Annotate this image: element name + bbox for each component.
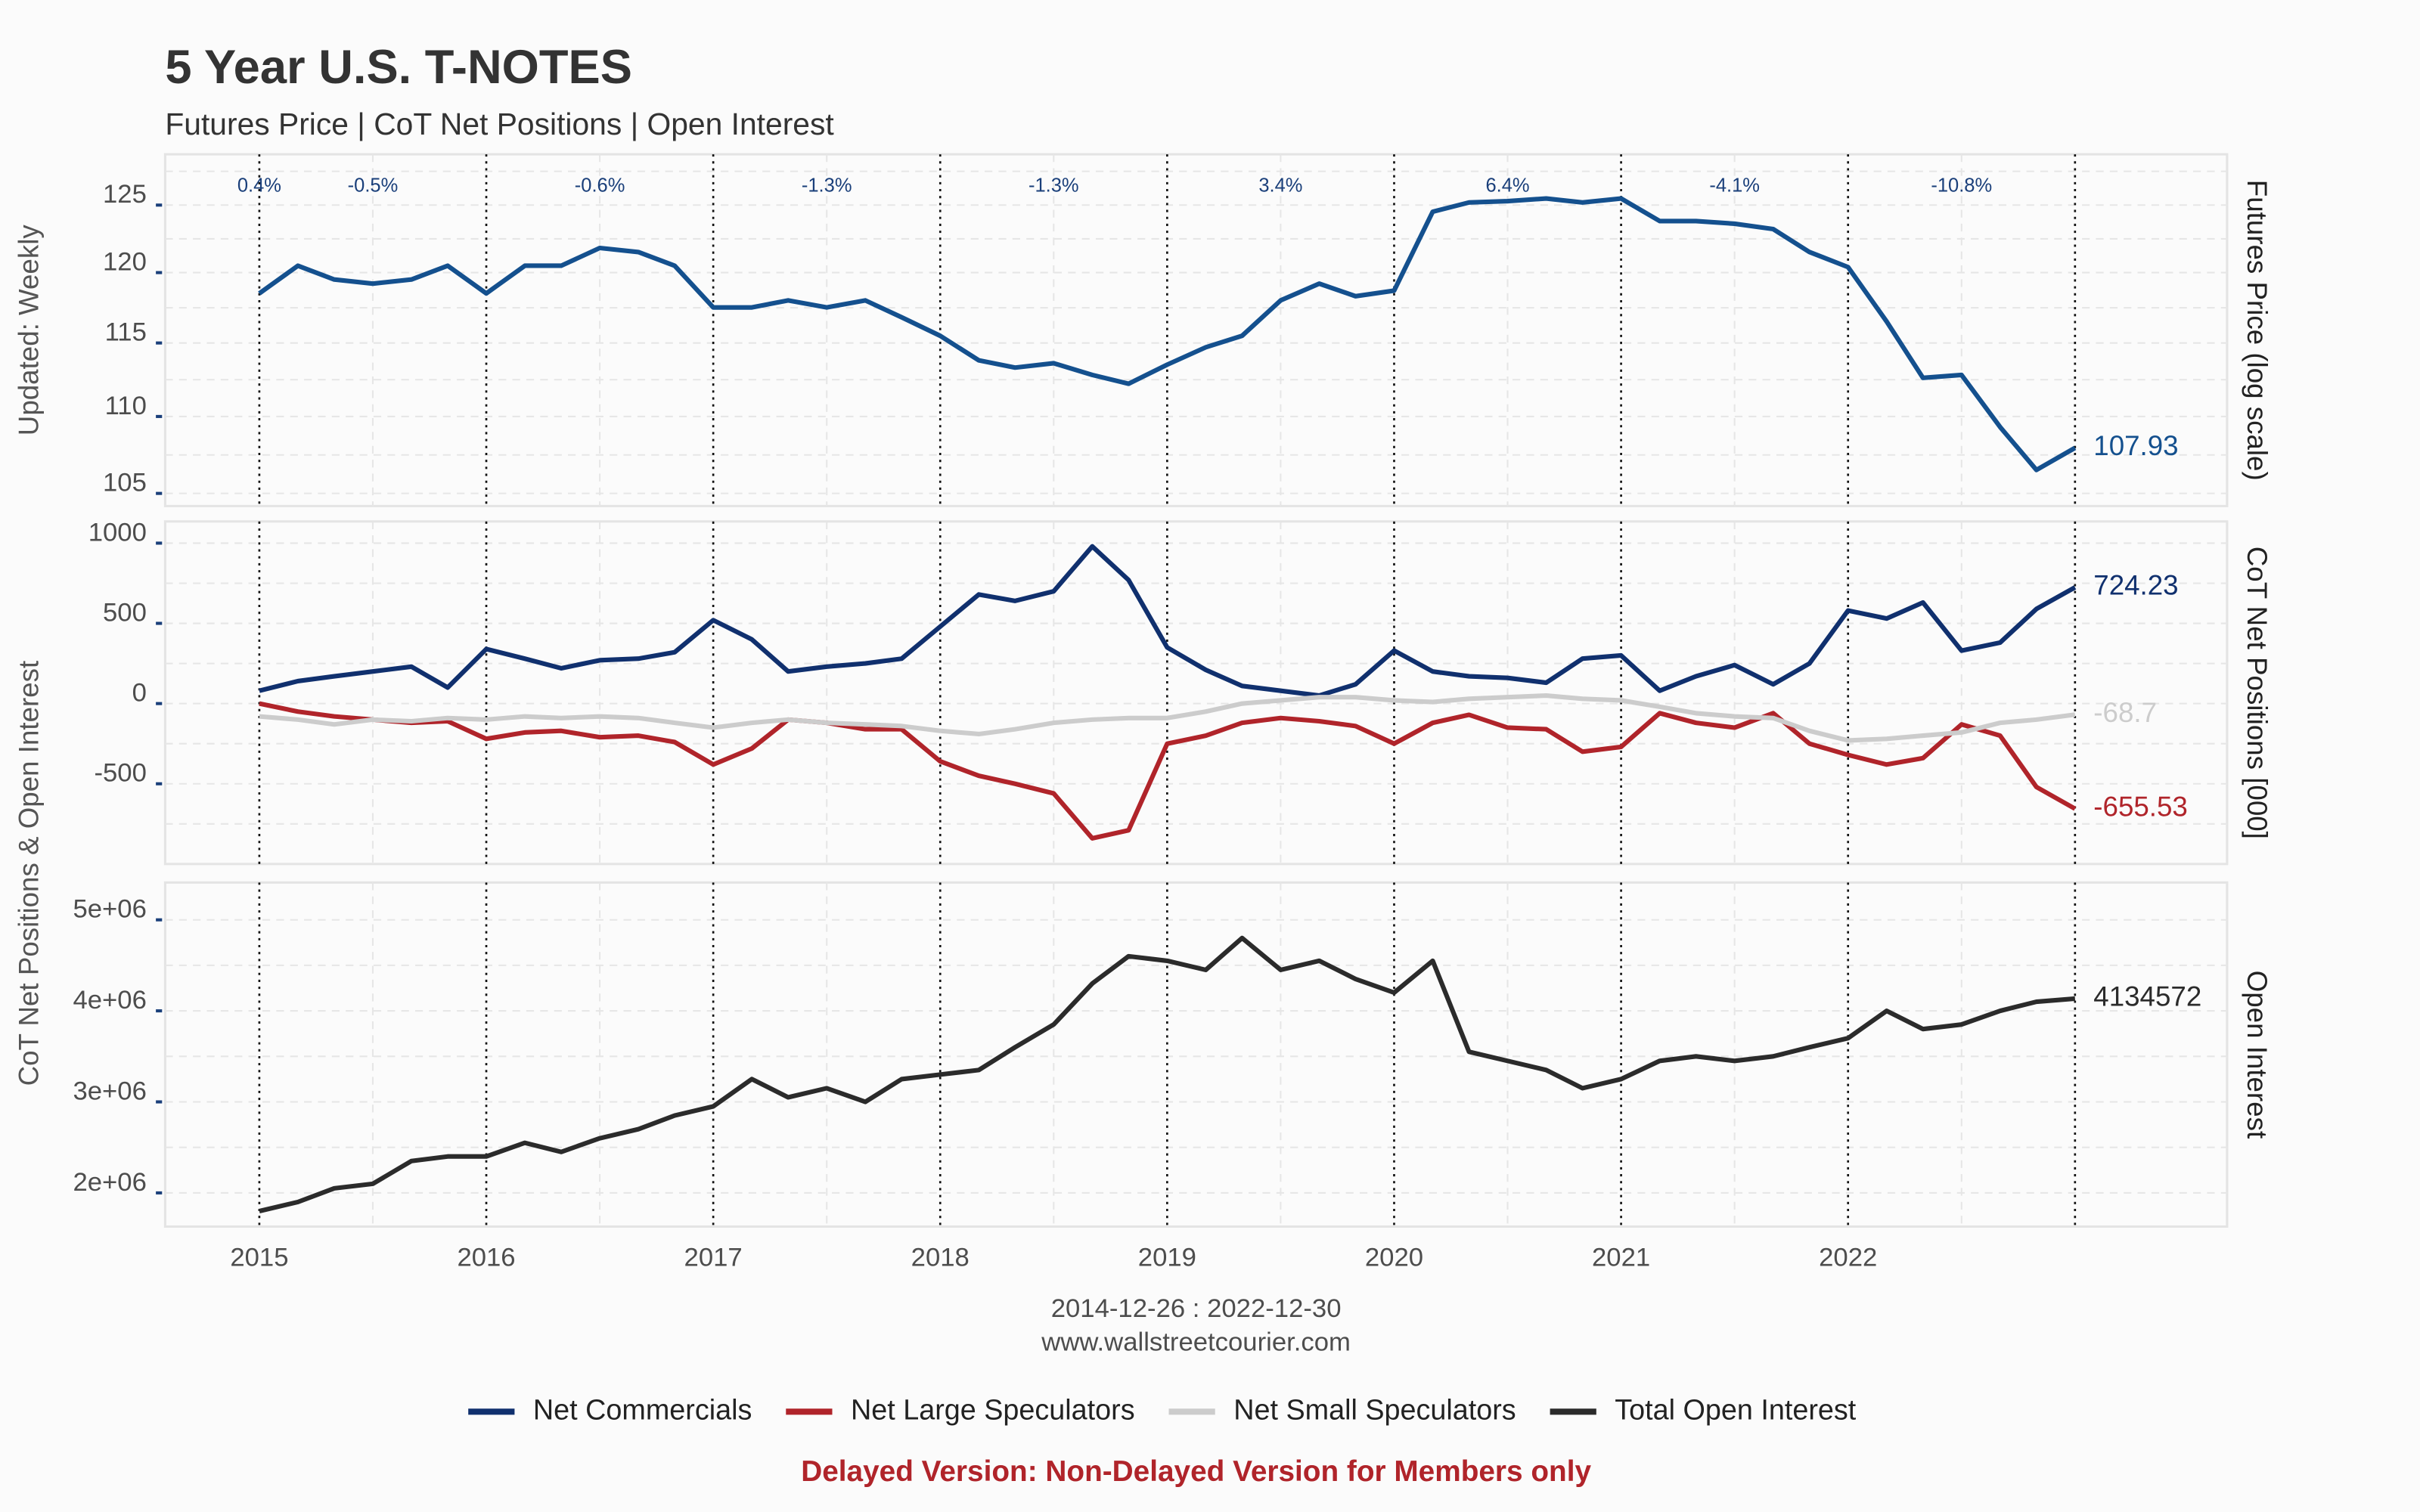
x-tick-label: 2015 — [230, 1243, 288, 1272]
annotation: -1.3% — [802, 175, 852, 197]
series-line — [259, 544, 2077, 699]
x-tick-label: 2022 — [1819, 1243, 1877, 1272]
legend-item: Net Commercials — [468, 1393, 752, 1425]
legend-label: Net Small Speculators — [1233, 1393, 1516, 1425]
series-line — [259, 701, 2077, 841]
panel — [163, 881, 2229, 1228]
y-tick-label: 110 — [105, 392, 147, 420]
source: www.wallstreetcourier.com — [1041, 1328, 1351, 1357]
x-tick-label: 2019 — [1138, 1243, 1196, 1272]
x-tick-label: 2016 — [457, 1243, 515, 1272]
x-tick-label: 2020 — [1365, 1243, 1423, 1272]
annotation: -0.6% — [575, 175, 625, 197]
y-tick-label: 125 — [103, 180, 147, 209]
end-label: -655.53 — [2093, 791, 2188, 822]
panel — [163, 153, 2229, 507]
date-range: 2014-12-26 : 2022-12-30 — [1051, 1294, 1342, 1323]
series-line — [259, 692, 2076, 743]
axis-title: Futures Price (log scale) — [2242, 180, 2273, 481]
legend-item: Net Small Speculators — [1168, 1393, 1516, 1425]
chart-title: 5 Year U.S. T-NOTES — [165, 41, 632, 94]
series-line — [258, 196, 2077, 472]
notice: Delayed Version: Non-Delayed Version for… — [801, 1455, 1591, 1488]
legend-label: Total Open Interest — [1615, 1393, 1856, 1425]
annotation: -0.5% — [348, 175, 399, 197]
annotation: 0.4% — [237, 175, 281, 197]
x-tick-label: 2018 — [911, 1243, 970, 1272]
annotation: 3.4% — [1258, 175, 1302, 197]
end-label: -68.7 — [2093, 697, 2157, 728]
x-tick-label: 2021 — [1592, 1243, 1650, 1272]
y-tick-label: 120 — [103, 247, 147, 276]
y-tick-label: 0 — [132, 679, 147, 708]
y-tick-label: 1000 — [88, 518, 147, 547]
end-label: 4134572 — [2093, 981, 2201, 1012]
legend-label: Net Large Speculators — [851, 1393, 1135, 1425]
y-tick-label: -500 — [94, 759, 146, 788]
y-tick-label: 2e+06 — [73, 1168, 146, 1197]
y-tick-label: 5e+06 — [73, 895, 146, 924]
legend-item: Total Open Interest — [1550, 1393, 1857, 1425]
series-line — [259, 935, 2076, 1213]
end-label: 107.93 — [2093, 430, 2178, 461]
annotation: -1.3% — [1028, 175, 1079, 197]
annotation: -4.1% — [1709, 175, 1760, 197]
x-tick-label: 2017 — [684, 1243, 743, 1272]
side-label: Updated: Weekly — [14, 225, 45, 436]
y-tick-label: 3e+06 — [73, 1077, 146, 1105]
y-tick-label: 500 — [103, 598, 147, 627]
chart-subtitle: Futures Price | CoT Net Positions | Open… — [165, 107, 834, 141]
panel — [163, 520, 2229, 866]
y-tick-label: 115 — [105, 318, 147, 347]
y-tick-label: 4e+06 — [73, 986, 146, 1015]
annotation: -10.8% — [1931, 175, 1992, 197]
end-label: 724.23 — [2093, 570, 2178, 601]
y-tick-label: 105 — [103, 469, 147, 497]
axis-title: Open Interest — [2242, 971, 2273, 1139]
axis-title: CoT Net Positions [000] — [2242, 547, 2273, 839]
annotation: 6.4% — [1485, 175, 1529, 197]
legend-label: Net Commercials — [533, 1393, 752, 1425]
side-label: CoT Net Positions & Open Interest — [14, 661, 45, 1086]
legend-item: Net Large Speculators — [786, 1393, 1135, 1425]
